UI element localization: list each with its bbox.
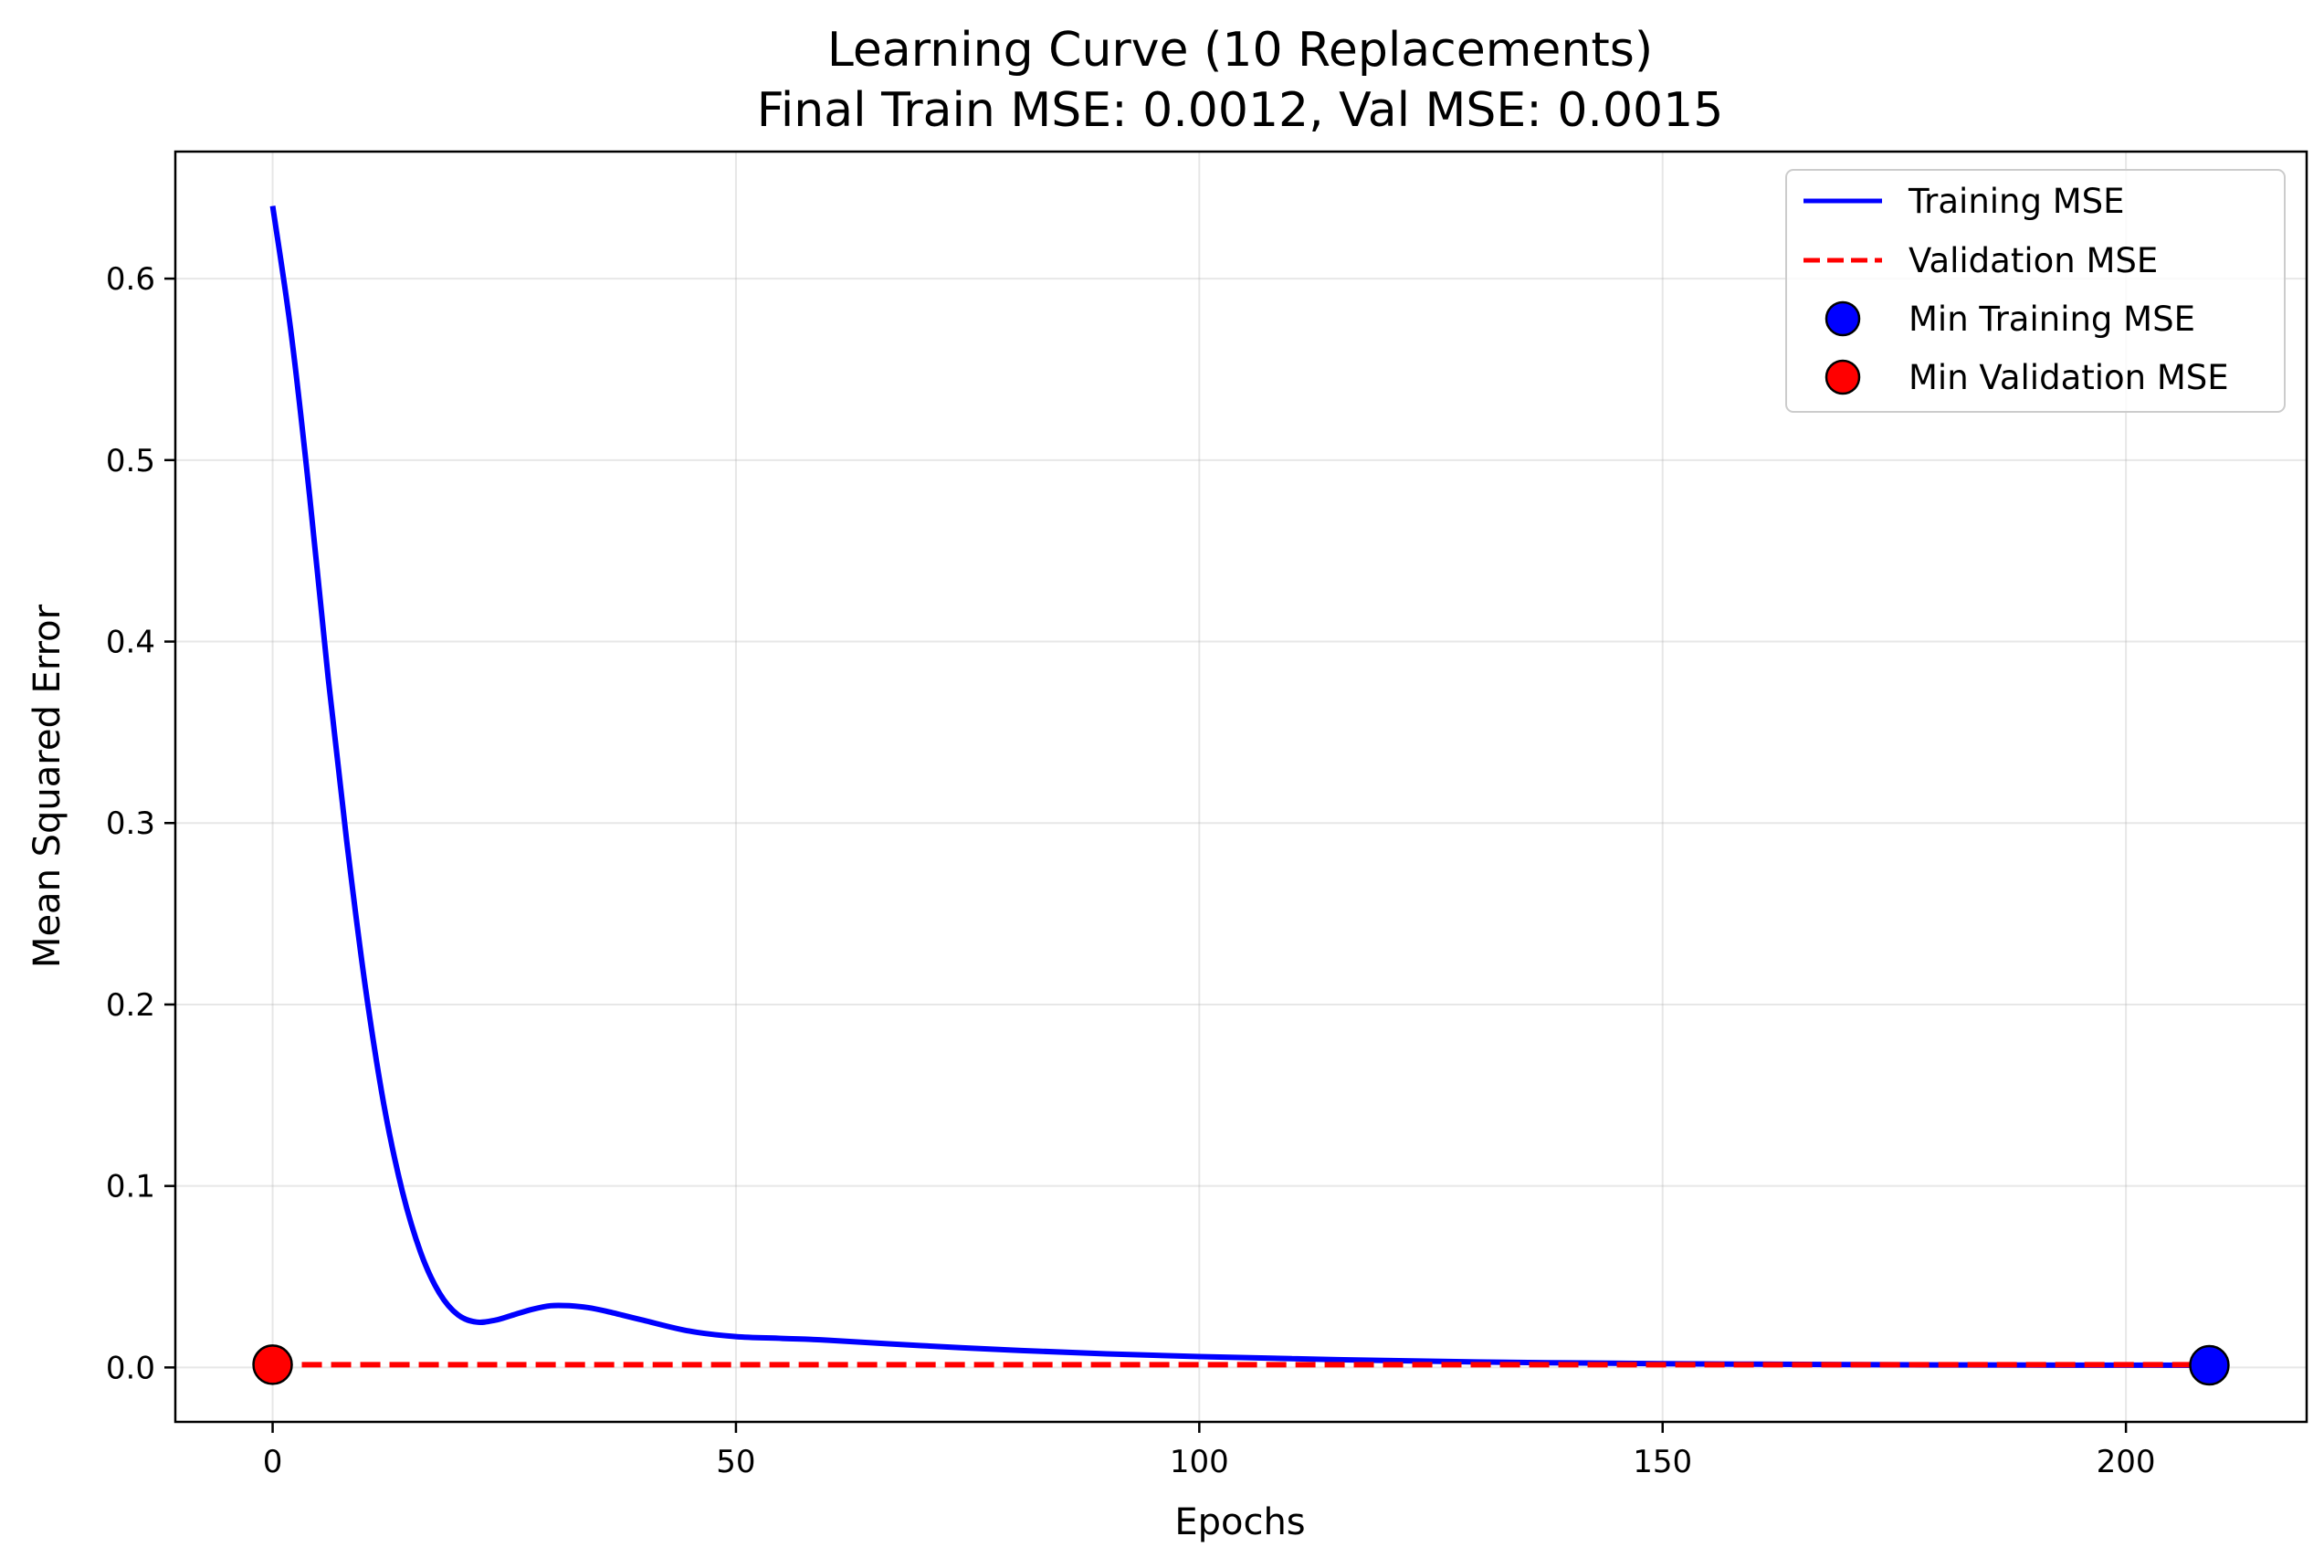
y-tick-label: 0.4 [106, 625, 155, 661]
y-tick-label: 0.0 [106, 1350, 155, 1386]
chart-title: Learning Curve (10 Replacements) [827, 23, 1653, 78]
legend-label-min-training: Min Training MSE [1909, 300, 2195, 339]
x-axis-label: Epochs [1174, 1501, 1305, 1543]
x-tick-label: 150 [1633, 1444, 1692, 1480]
x-tick-label: 50 [716, 1444, 755, 1480]
x-tick-label: 200 [2097, 1444, 2156, 1480]
legend-box [1785, 169, 2286, 413]
legend-label-validation: Validation MSE [1909, 241, 2158, 280]
y-tick-label: 0.1 [106, 1169, 155, 1205]
legend: Training MSE Validation MSE Min Training… [1785, 169, 2286, 413]
series-layer [269, 205, 2210, 1368]
chart-subtitle: Final Train MSE: 0.0012, Val MSE: 0.0015 [757, 83, 1724, 138]
y-tick-label: 0.5 [106, 443, 155, 479]
x-tick-label: 100 [1170, 1444, 1229, 1480]
grid-lines [175, 152, 2307, 1422]
x-axis-ticks: 0 50 100 150 200 [263, 1422, 2156, 1480]
y-tick-label: 0.3 [106, 805, 155, 842]
y-axis-label: Mean Squared Error [26, 604, 68, 968]
y-tick-label: 0.6 [106, 261, 155, 298]
legend-label-min-validation: Min Validation MSE [1909, 358, 2229, 397]
min-validation-marker [252, 1344, 293, 1385]
plot-frame [174, 150, 2308, 1424]
legend-label-training: Training MSE [1908, 182, 2125, 221]
y-tick-label: 0.2 [106, 987, 155, 1024]
x-tick-label: 0 [263, 1444, 283, 1480]
y-axis-ticks: 0.0 0.1 0.2 0.3 0.4 0.5 0.6 [106, 261, 175, 1386]
min-training-marker [2189, 1344, 2230, 1386]
legend-marker-min-validation [1824, 359, 1861, 395]
legend-marker-min-training [1824, 300, 1861, 337]
